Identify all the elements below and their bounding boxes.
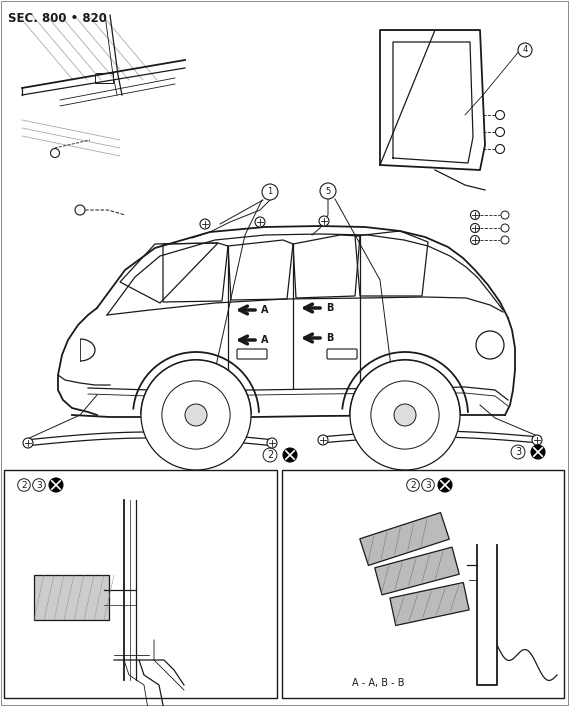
- Circle shape: [496, 145, 505, 153]
- Text: 4: 4: [522, 45, 527, 54]
- Circle shape: [255, 217, 265, 227]
- Circle shape: [141, 360, 251, 470]
- Circle shape: [501, 224, 509, 232]
- Polygon shape: [390, 582, 469, 626]
- Polygon shape: [360, 513, 450, 566]
- Circle shape: [496, 128, 505, 136]
- Circle shape: [262, 184, 278, 200]
- Text: 2: 2: [267, 450, 273, 460]
- Circle shape: [438, 478, 452, 492]
- Circle shape: [471, 210, 480, 220]
- Bar: [95, 73, 113, 83]
- Polygon shape: [34, 575, 109, 620]
- Circle shape: [471, 236, 480, 244]
- Circle shape: [75, 205, 85, 215]
- Text: A: A: [261, 335, 269, 345]
- Circle shape: [318, 435, 328, 445]
- Text: 3: 3: [425, 481, 431, 489]
- Text: SEC. 800 • 820: SEC. 800 • 820: [8, 12, 107, 25]
- Circle shape: [476, 331, 504, 359]
- Circle shape: [200, 219, 210, 229]
- Circle shape: [350, 360, 460, 470]
- Circle shape: [531, 445, 545, 459]
- Circle shape: [518, 43, 532, 57]
- Text: 3: 3: [515, 447, 521, 457]
- Circle shape: [394, 404, 416, 426]
- Circle shape: [162, 381, 230, 449]
- Text: 5: 5: [325, 186, 331, 196]
- Text: 2: 2: [21, 481, 27, 489]
- Circle shape: [471, 224, 480, 232]
- Circle shape: [371, 381, 439, 449]
- Circle shape: [496, 111, 505, 119]
- Circle shape: [267, 438, 277, 448]
- Polygon shape: [375, 547, 459, 595]
- Text: 3: 3: [36, 481, 42, 489]
- Text: A - A, B - B: A - A, B - B: [352, 678, 405, 688]
- Circle shape: [532, 435, 542, 445]
- Text: A: A: [261, 305, 269, 315]
- Bar: [282, 470, 564, 698]
- Circle shape: [49, 478, 63, 492]
- Circle shape: [501, 236, 509, 244]
- Text: B: B: [326, 303, 333, 313]
- Circle shape: [185, 404, 207, 426]
- Circle shape: [320, 183, 336, 199]
- Circle shape: [23, 438, 33, 448]
- Bar: [4, 470, 277, 698]
- Circle shape: [319, 216, 329, 226]
- Text: 1: 1: [267, 188, 273, 196]
- Text: 2: 2: [410, 481, 416, 489]
- Text: B: B: [326, 333, 333, 343]
- Text: ALKIA1589ZZ: ALKIA1589ZZ: [499, 689, 556, 698]
- Circle shape: [501, 211, 509, 219]
- Circle shape: [51, 148, 60, 157]
- Circle shape: [283, 448, 297, 462]
